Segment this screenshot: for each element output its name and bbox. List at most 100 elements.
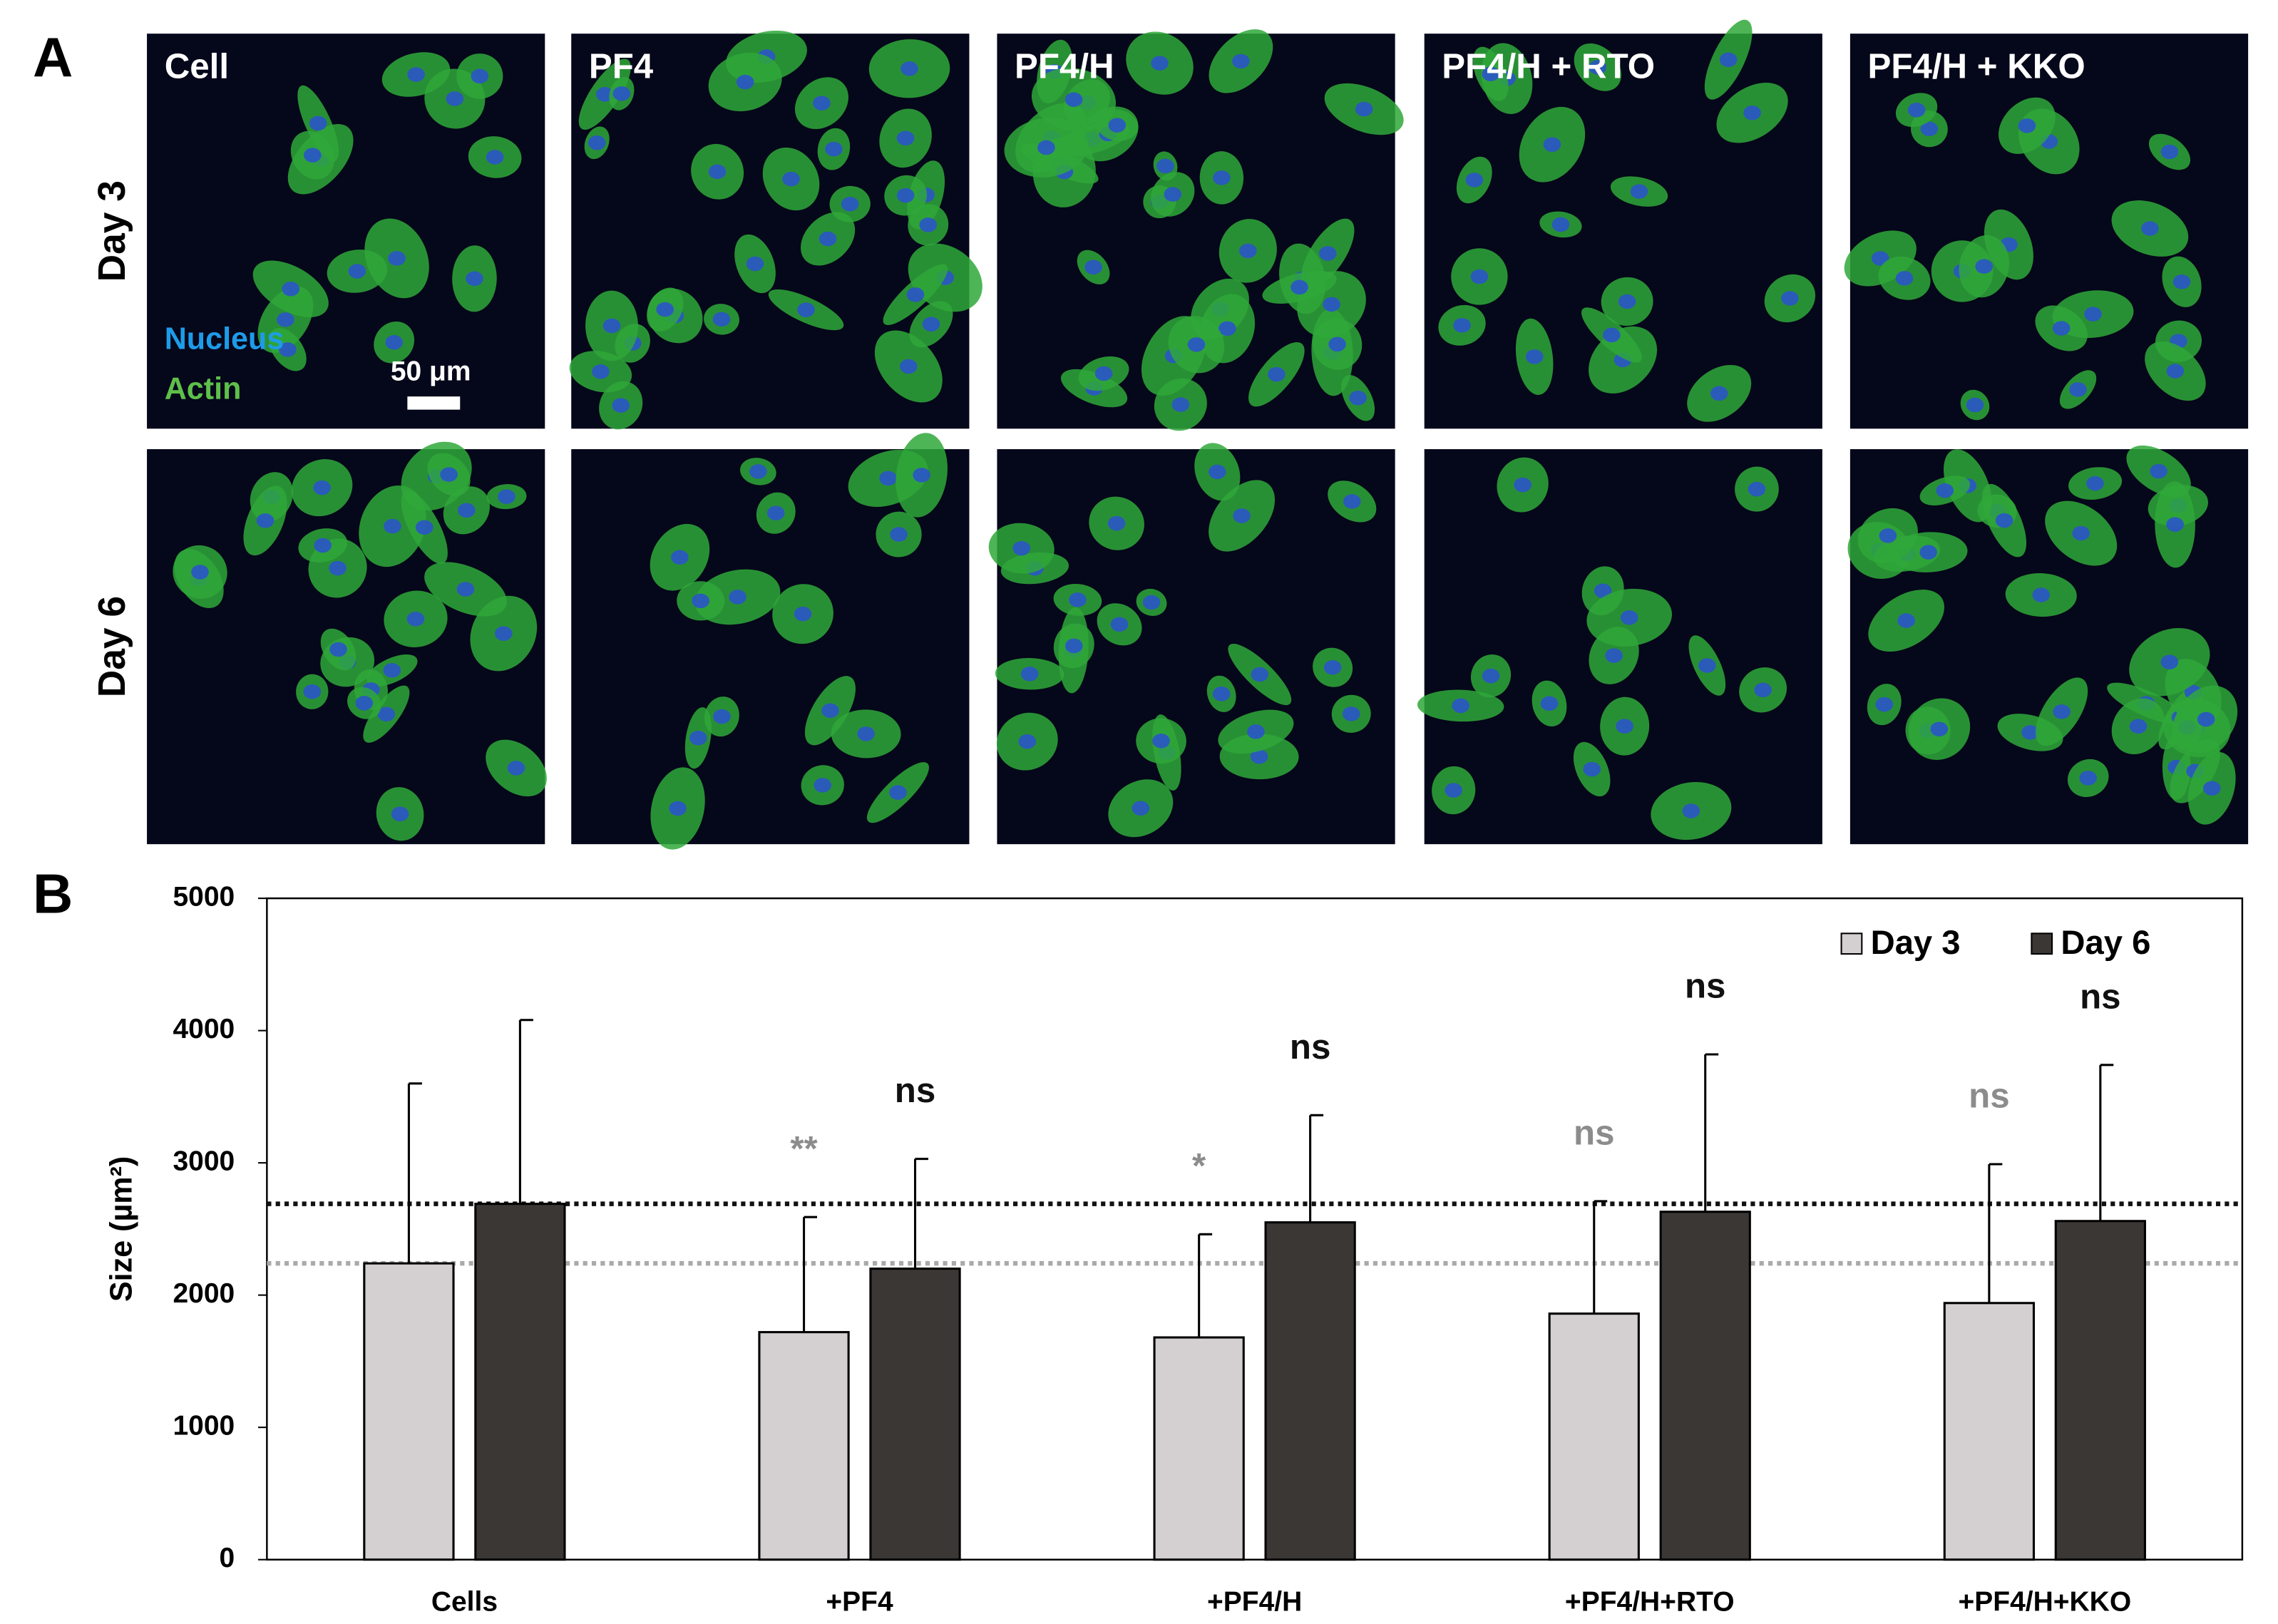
nucleus [1594,583,1612,598]
column-title: PF4/H + KKO [1868,46,2085,86]
significance-label: ns [1969,1076,2009,1116]
nucleus [1698,658,1716,673]
bar [1659,1211,1751,1561]
nucleus [303,684,322,699]
nucleus [388,251,406,266]
nucleus [1164,187,1182,202]
column-title: PF4/H [1015,46,1114,86]
nucleus [1319,246,1337,261]
legend-swatch [1840,932,1863,955]
nucleus [191,565,209,580]
row-label: Day 3 [91,180,133,282]
nucleus [313,480,331,495]
nucleus [1251,667,1269,682]
nucleus [2129,719,2148,734]
y-tick-label: 4000 [173,1014,235,1044]
nucleus [1233,508,1251,523]
bar [2054,1220,2146,1561]
nucleus [1682,803,1700,818]
nucleus [1907,102,1926,118]
nucleus [1620,610,1638,625]
x-tick-label: +PF4 [826,1587,893,1618]
nucleus [1540,696,1559,711]
nucleus [1514,477,1532,493]
nucleus [2052,321,2071,336]
nucleus [329,560,347,576]
nucleus [329,642,347,657]
nucleus [1064,638,1083,654]
nucleus [612,86,631,101]
nucleus [2069,382,2087,397]
nucleus [2197,711,2215,727]
nucleus [1018,734,1037,749]
nucleus [689,730,707,746]
nucleus [729,590,746,605]
nucleus [896,130,915,146]
nucleus [2084,307,2102,322]
panel-label: B [33,863,73,925]
nucleus [782,171,800,187]
significance-label: ns [2080,977,2120,1017]
stain-label: Actin [165,371,242,406]
nucleus [1069,592,1087,607]
nucleus [2032,587,2051,602]
nucleus [1452,698,1469,714]
nucleus [1328,336,1346,352]
nucleus [2172,274,2191,289]
scale-bar-label: 50 μm [391,356,471,387]
bar [1548,1312,1640,1561]
nucleus [1020,666,1039,682]
y-axis-label: Size (µm²) [105,1156,139,1302]
nucleus [446,91,464,106]
micrographs: Day 3 Cell PF4 PF4/H PF4/H + RTO PF4/H + KKO D… [91,19,2249,850]
nucleus [466,271,483,287]
panel-label: A [33,26,73,88]
nucleus [919,217,938,232]
nucleus [1920,121,1939,137]
nucleus [2079,771,2098,786]
nucleus [857,726,875,741]
nucleus [708,164,727,180]
nucleus [1605,648,1623,663]
nucleus [899,359,918,374]
row-label: Day 6 [91,596,133,697]
nucleus [1343,494,1361,509]
nucleus [1084,259,1102,275]
plot-frame [266,897,2244,1561]
nucleus [1743,105,1761,120]
nucleus [407,67,425,82]
column-title: PF4 [589,46,654,86]
nucleus [825,141,843,157]
nucleus [1152,734,1170,749]
nucleus [713,709,731,724]
nucleus [1470,269,1489,284]
y-tick-label: 3000 [173,1146,235,1176]
nucleus [889,785,907,800]
nucleus [814,778,832,793]
nucleus [1094,366,1113,381]
nucleus [736,74,754,90]
nucleus [1151,56,1169,71]
nucleus [1589,60,1607,75]
nucleus [612,398,630,413]
nucleus [1342,706,1360,721]
nucleus [602,318,621,334]
nucleus [377,706,396,721]
nucleus [2166,364,2185,379]
nucleus [355,696,374,711]
nucleus [279,342,297,357]
legend-label: Day 3 [1871,924,1961,962]
nucleus [1719,52,1738,67]
nucleus [1482,668,1500,684]
significance-label: ns [1574,1114,1614,1153]
significance-label: ** [790,1129,818,1168]
nucleus [1897,613,1915,628]
nucleus [348,264,366,279]
nucleus [2072,525,2090,541]
column-title: Cell [165,46,229,86]
bar [474,1203,566,1561]
nucleus [2160,654,2179,669]
bar [1264,1221,1356,1561]
nucleus [282,281,300,297]
nucleus [391,806,409,821]
